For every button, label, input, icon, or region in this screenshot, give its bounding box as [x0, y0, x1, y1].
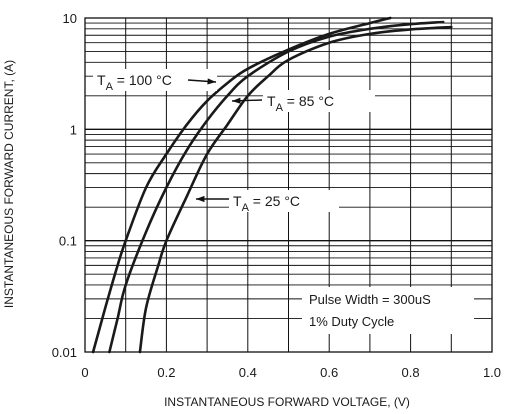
notes-bg [302, 287, 474, 334]
label-85c-bg [263, 90, 375, 112]
y-tick-label: 0.01 [52, 345, 77, 360]
tick-labels: 0 0.2 0.4 0.6 0.8 1.0 0.01 0.1 1 10 [52, 11, 501, 380]
x-tick-label: 0.4 [239, 365, 257, 380]
x-tick-label: 0.2 [157, 365, 175, 380]
y-tick-label: 0.1 [59, 234, 77, 249]
curves [91, 16, 453, 354]
label-85c: TA = 85 °C [267, 93, 334, 114]
curve-100c [91, 16, 392, 354]
arrow-icon [207, 78, 216, 85]
curve-85c [108, 20, 445, 354]
label-100c-bg [93, 69, 217, 91]
x-tick-label: 0 [81, 365, 88, 380]
duty-cycle-note: 1% Duty Cycle [309, 314, 394, 329]
x-tick-label: 1.0 [483, 365, 501, 380]
x-axis-title: INSTANTANEOUS FORWARD VOLTAGE, (V) [164, 395, 410, 409]
plot-frame [84, 17, 493, 353]
arrow-icon [232, 97, 241, 104]
x-tick-label: 0.8 [402, 365, 420, 380]
label-25c-bg [229, 190, 339, 212]
curve-25c [138, 25, 453, 354]
y-axis-title: INSTANTANEOUS FORWARD CURRENT, (A) [2, 60, 16, 308]
annotations: TA = 100 °C TA = 85 °C TA = 25 °C Pulse Wid… [93, 69, 474, 334]
pulse-width-note: Pulse Width = 300uS [309, 292, 431, 307]
label-25c: TA = 25 °C [233, 193, 300, 214]
y-tick-label: 10 [63, 11, 77, 26]
label-100c: TA = 100 °C [97, 72, 172, 93]
x-tick-label: 0.6 [320, 365, 338, 380]
y-tick-label: 1 [70, 122, 77, 137]
arrow-icon [196, 195, 205, 203]
